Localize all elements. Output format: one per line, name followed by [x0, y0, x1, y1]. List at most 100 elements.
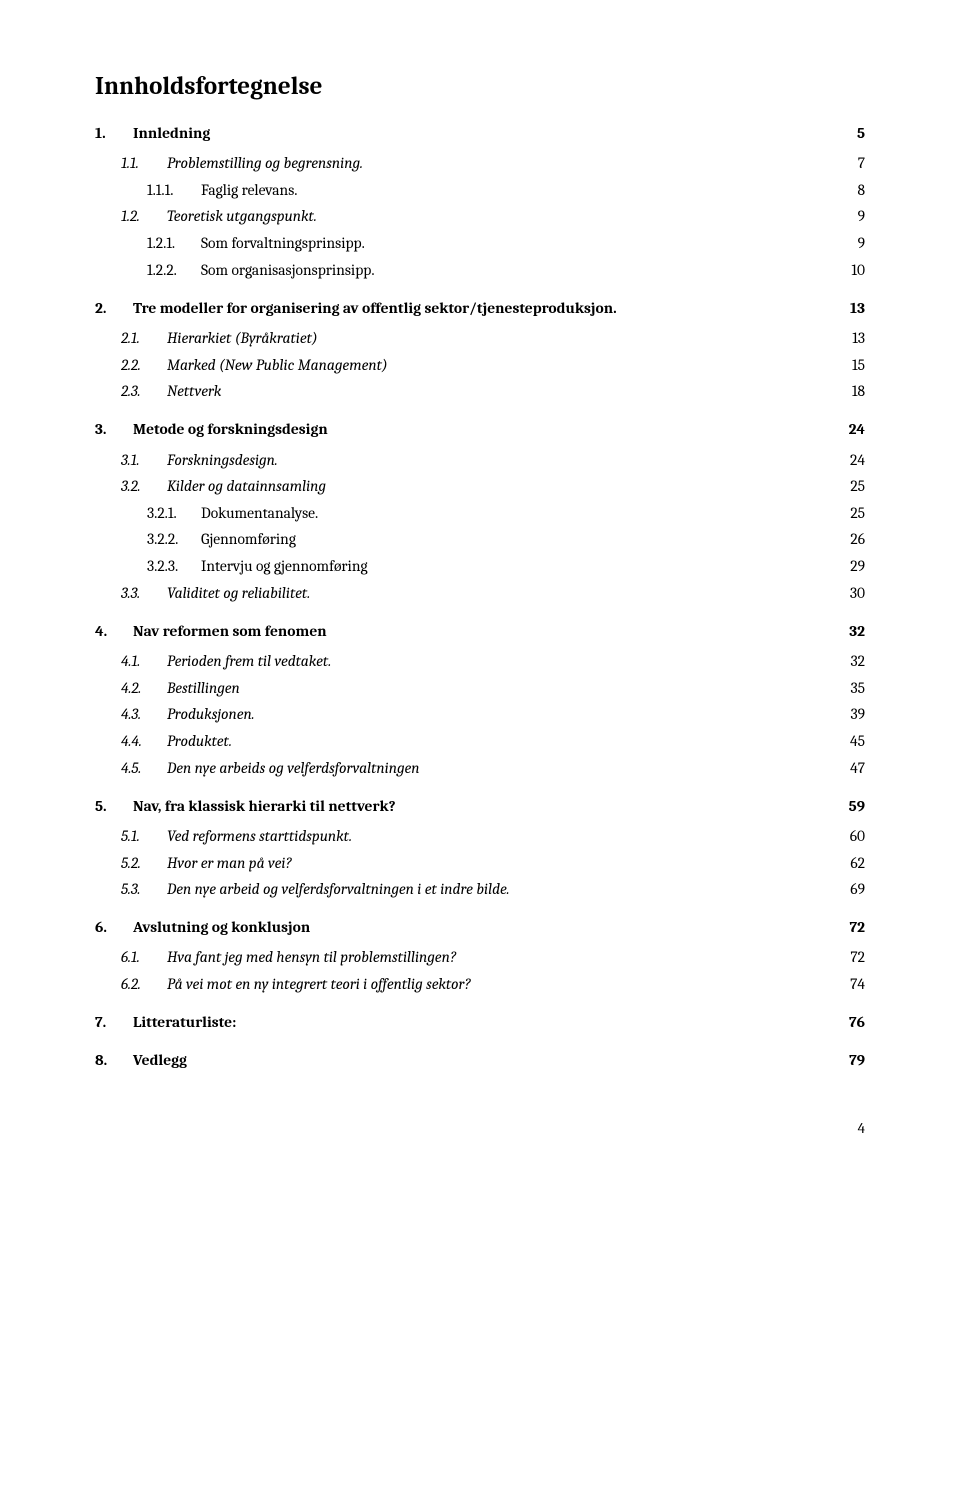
toc-entry-number: 2.3.: [121, 381, 167, 401]
toc-entry-number: 6.: [95, 917, 133, 937]
toc-entry-number: 3.2.1.: [147, 503, 201, 523]
toc-entry-number: 3.2.2.: [147, 529, 201, 549]
toc-entry-number: 3.3.: [121, 583, 167, 603]
toc-title: Innholdsfortegnelse: [95, 72, 865, 101]
toc-entry: 4.5.Den nye arbeids og velferdsforvaltni…: [95, 758, 865, 778]
toc-entry-page: 72: [850, 947, 865, 967]
toc-entry-page: 25: [850, 503, 865, 523]
toc-entry-number: 5.3.: [121, 879, 167, 899]
toc-entry-number: 5.: [95, 796, 133, 816]
toc-entry-number: 1.1.1.: [147, 180, 201, 200]
toc-entry-number: 1.2.: [121, 206, 167, 226]
toc-entry: 3.3.Validitet og reliabilitet. 30: [95, 583, 865, 603]
toc-entry: 5.Nav, fra klassisk hierarki til nettver…: [95, 796, 865, 816]
toc-entry-number: 6.1.: [121, 947, 167, 967]
toc-entry-page: 15: [852, 355, 865, 375]
toc-entry-label: Hva fant jeg med hensyn til problemstill…: [167, 947, 456, 967]
toc-entry-page: 13: [850, 298, 865, 318]
toc-entry-number: 3.: [95, 419, 133, 439]
toc-entry-label: Vedlegg: [133, 1050, 187, 1070]
toc-entry: 6.Avslutning og konklusjon 72: [95, 917, 865, 937]
toc-entry-number: 1.2.1.: [147, 233, 201, 253]
toc-entry: 5.3.Den nye arbeid og velferdsforvaltnin…: [95, 879, 865, 899]
toc-entry-number: 4.5.: [121, 758, 167, 778]
toc-entry: 1.1.Problemstilling og begrensning.7: [95, 153, 865, 173]
toc-entry-number: 4.3.: [121, 704, 167, 724]
toc-entry: 3.2.1.Dokumentanalyse.25: [95, 503, 865, 523]
toc-entry-label: Nav, fra klassisk hierarki til nettverk?: [133, 796, 396, 816]
toc-entry-label: Metode og forskningsdesign: [133, 419, 328, 439]
toc-entry: 7.Litteraturliste:76: [95, 1012, 865, 1032]
toc-entry-label: Forskningsdesign.: [167, 450, 278, 470]
toc-entry-page: 10: [851, 260, 865, 280]
toc-entry-number: 5.1.: [121, 826, 167, 846]
toc-entry-number: 2.1.: [121, 328, 167, 348]
toc-entry-page: 69: [850, 879, 865, 899]
toc-entry-page: 30: [850, 583, 865, 603]
toc-entry-label: Avslutning og konklusjon: [133, 917, 310, 937]
toc-entry-label: Tre modeller for organisering av offentl…: [133, 298, 617, 318]
toc-entry-number: 3.1.: [121, 450, 167, 470]
toc-entry: 1.1.1.Faglig relevans.8: [95, 180, 865, 200]
toc-entry-label: Gjennomføring: [201, 529, 296, 549]
toc-entry: 6.1.Hva fant jeg med hensyn til problems…: [95, 947, 865, 967]
toc-entry: 3.2.3.Intervju og gjennomføring29: [95, 556, 865, 576]
toc-entry-number: 4.4.: [121, 731, 167, 751]
toc-entry-page: 25: [850, 476, 865, 496]
toc-entry: 4.2.Bestillingen35: [95, 678, 865, 698]
toc-entry-page: 9: [858, 206, 865, 226]
toc-entry-label: Litteraturliste:: [133, 1012, 236, 1032]
toc-entry: 4.4.Produktet.45: [95, 731, 865, 751]
toc-entry-number: 5.2.: [121, 853, 167, 873]
toc-entry: 5.2.Hvor er man på vei? 62: [95, 853, 865, 873]
toc-entry: 3.1.Forskningsdesign. 24: [95, 450, 865, 470]
toc-entry-number: 3.2.3.: [147, 556, 201, 576]
toc-entry-number: 1.: [95, 123, 133, 143]
toc-entry-label: Intervju og gjennomføring: [201, 556, 368, 576]
toc-entry-label: Validitet og reliabilitet.: [167, 583, 310, 603]
toc-entry-label: Som organisasjonsprinsipp.: [201, 260, 375, 280]
toc-entry: 4.3.Produksjonen. 39: [95, 704, 865, 724]
toc-entry-label: Den nye arbeids og velferdsforvaltningen: [167, 758, 420, 778]
toc-entry-label: Ved reformens starttidspunkt.: [167, 826, 352, 846]
toc-entry-page: 32: [849, 621, 865, 641]
toc-entry-number: 8.: [95, 1050, 133, 1070]
toc-entry-number: 4.: [95, 621, 133, 641]
toc-entry: 1.Innledning5: [95, 123, 865, 143]
toc-entry-label: Hvor er man på vei?: [167, 853, 292, 873]
toc-entry-label: Den nye arbeid og velferdsforvaltningen …: [167, 879, 510, 899]
toc-entry-page: 39: [850, 704, 865, 724]
toc-entry-label: Teoretisk utgangspunkt.: [167, 206, 317, 226]
toc-entry-page: 8: [857, 180, 865, 200]
toc-entry-page: 60: [850, 826, 865, 846]
toc-entry-number: 2.2.: [121, 355, 167, 375]
toc-entry: 2.2.Marked (New Public Management) 15: [95, 355, 865, 375]
toc-entry-number: 4.2.: [121, 678, 167, 698]
toc-entry: 3.Metode og forskningsdesign24: [95, 419, 865, 439]
toc-entry: 2.1.Hierarkiet (Byråkratiet)13: [95, 328, 865, 348]
toc-entry-label: Som forvaltningsprinsipp.: [201, 233, 365, 253]
toc-entry-page: 47: [850, 758, 865, 778]
toc-entry-page: 72: [849, 917, 865, 937]
toc-entry: 3.2.Kilder og datainnsamling25: [95, 476, 865, 496]
toc-entry: 3.2.2.Gjennomføring 26: [95, 529, 865, 549]
toc-entry-number: 1.1.: [121, 153, 167, 173]
toc-entry-page: 79: [849, 1050, 865, 1070]
toc-entry-number: 2.: [95, 298, 133, 318]
toc-entry: 1.2.Teoretisk utgangspunkt. 9: [95, 206, 865, 226]
toc-entry-page: 62: [850, 853, 865, 873]
toc-entry-label: Marked (New Public Management): [167, 355, 388, 375]
toc-entry: 2.3.Nettverk18: [95, 381, 865, 401]
toc-entry-page: 24: [850, 450, 865, 470]
toc-entry-label: Kilder og datainnsamling: [167, 476, 326, 496]
toc-entry-label: På vei mot en ny integrert teori i offen…: [167, 974, 471, 994]
toc-entry-label: Nettverk: [167, 381, 221, 401]
toc-entry-label: Perioden frem til vedtaket.: [167, 651, 331, 671]
page-number: 4: [95, 1119, 865, 1137]
toc-entry-page: 26: [850, 529, 865, 549]
toc-entry-page: 35: [850, 678, 865, 698]
toc-entry-page: 74: [850, 974, 865, 994]
toc-entry-label: Produksjonen.: [167, 704, 255, 724]
toc-entry: 8.Vedlegg 79: [95, 1050, 865, 1070]
toc-entry: 5.1.Ved reformens starttidspunkt. 60: [95, 826, 865, 846]
